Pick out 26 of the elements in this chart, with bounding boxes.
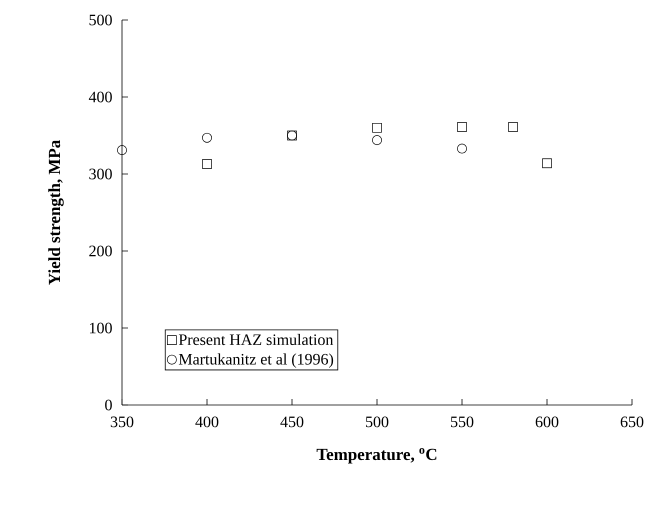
y-tick-label: 100 (90, 322, 112, 334)
y-tick-label: 500 (89, 14, 112, 26)
y-tick-label: 300 (89, 168, 112, 180)
x-tick-label: 350 (110, 416, 134, 428)
x-tick-label: 600 (536, 416, 558, 428)
point (508, 122, 518, 132)
point (117, 145, 127, 156)
y-tick-label: 200 (89, 246, 112, 256)
point (202, 159, 212, 169)
y-axis-title: Yield strength, MPa (48, 140, 64, 285)
x-axis-title: Temperature, $^{o}$C (316, 448, 436, 464)
x-tick-label: 650 (620, 416, 644, 428)
x-tick-label: 500 (366, 416, 388, 428)
point (457, 122, 467, 132)
legend-label: Present HAZ simulation (178, 334, 334, 346)
point (457, 144, 467, 154)
point (372, 135, 382, 146)
x-tick-label: 550 (450, 416, 474, 428)
x-tick-label: 450 (280, 416, 304, 428)
y-tick-label: 400 (88, 92, 112, 102)
legend-label: Martukanitz et al (1996) (178, 353, 334, 368)
point (202, 132, 212, 143)
x-tick-label: 400 (195, 416, 218, 428)
y-tick-label: 0 (105, 400, 112, 410)
point (372, 122, 382, 133)
point (542, 158, 552, 168)
